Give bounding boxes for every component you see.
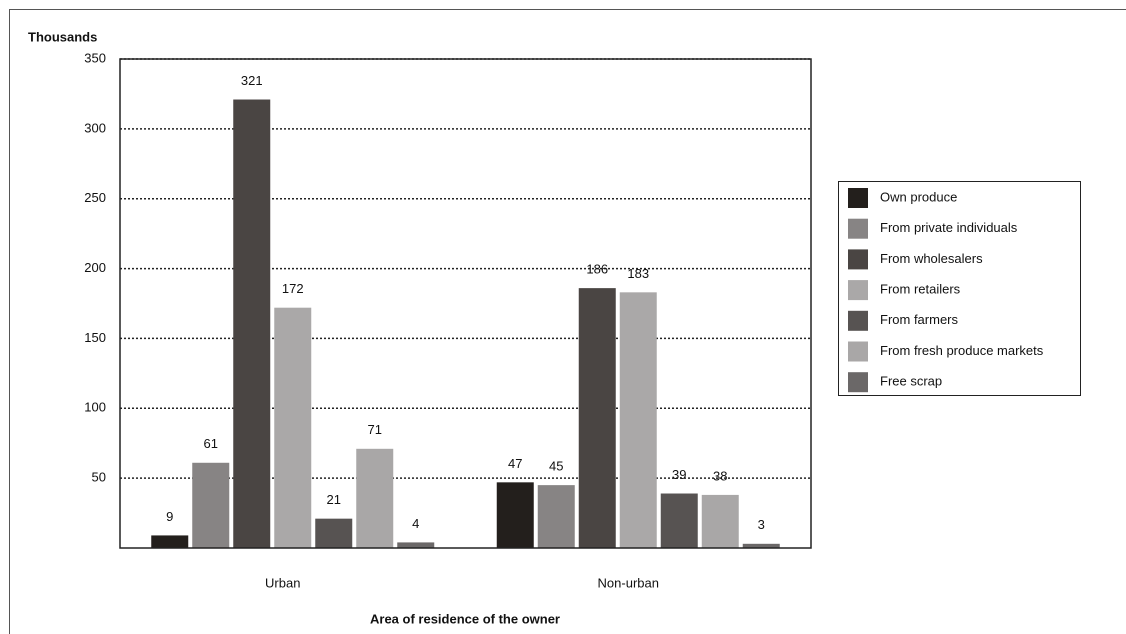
legend-label: From private individuals xyxy=(880,220,1018,235)
legend-label: Free scrap xyxy=(880,374,942,389)
value-label: 61 xyxy=(204,436,218,451)
legend-swatch xyxy=(848,310,868,331)
legend-label: Own produce xyxy=(880,189,957,204)
legend-label: From fresh produce markets xyxy=(880,343,1044,358)
legend xyxy=(838,181,1081,396)
legend-swatch xyxy=(848,341,868,362)
bar xyxy=(496,482,534,548)
bar xyxy=(192,462,230,548)
value-label: 47 xyxy=(508,456,522,471)
legend-swatch xyxy=(848,372,868,393)
legend-label: From farmers xyxy=(880,312,959,327)
x-tick-label: Urban xyxy=(265,575,300,590)
value-label: 183 xyxy=(627,266,649,281)
y-tick-label: 100 xyxy=(84,400,106,415)
value-label: 321 xyxy=(241,73,263,88)
bar xyxy=(701,494,739,548)
legend-swatch xyxy=(848,218,868,239)
bar xyxy=(578,288,616,548)
value-label: 3 xyxy=(758,517,765,532)
bar xyxy=(151,535,189,548)
value-label: 21 xyxy=(327,492,341,507)
value-label: 4 xyxy=(412,516,419,531)
value-label: 186 xyxy=(586,262,608,277)
y-tick-label: 250 xyxy=(84,190,106,205)
y-tick-label: 50 xyxy=(92,470,106,485)
bar xyxy=(742,543,780,548)
value-label: 71 xyxy=(368,422,382,437)
frame xyxy=(9,9,1126,634)
value-label: 38 xyxy=(713,468,727,483)
bar xyxy=(315,518,353,548)
y-axis-label: Thousands xyxy=(28,29,97,44)
y-tick-label: 200 xyxy=(84,260,106,275)
value-label: 45 xyxy=(549,459,563,474)
bar xyxy=(233,99,271,548)
plot-border xyxy=(119,58,812,549)
y-tick-label: 300 xyxy=(84,120,106,135)
x-axis-label: Area of residence of the owner xyxy=(370,611,560,626)
bar xyxy=(619,292,657,548)
y-tick-label: 150 xyxy=(84,330,106,345)
y-tick-label: 350 xyxy=(84,50,106,65)
value-label: 39 xyxy=(672,467,686,482)
legend-swatch xyxy=(848,280,868,301)
bar xyxy=(397,542,435,548)
legend-swatch xyxy=(848,249,868,270)
x-tick-label: Non-urban xyxy=(598,575,659,590)
value-label: 9 xyxy=(166,509,173,524)
bar xyxy=(356,448,394,548)
legend-label: From wholesalers xyxy=(880,251,983,266)
legend-label: From retailers xyxy=(880,282,961,297)
bar xyxy=(274,307,312,548)
bar xyxy=(537,485,575,548)
legend-swatch xyxy=(848,188,868,208)
bar xyxy=(660,493,698,548)
value-label: 172 xyxy=(282,281,304,296)
